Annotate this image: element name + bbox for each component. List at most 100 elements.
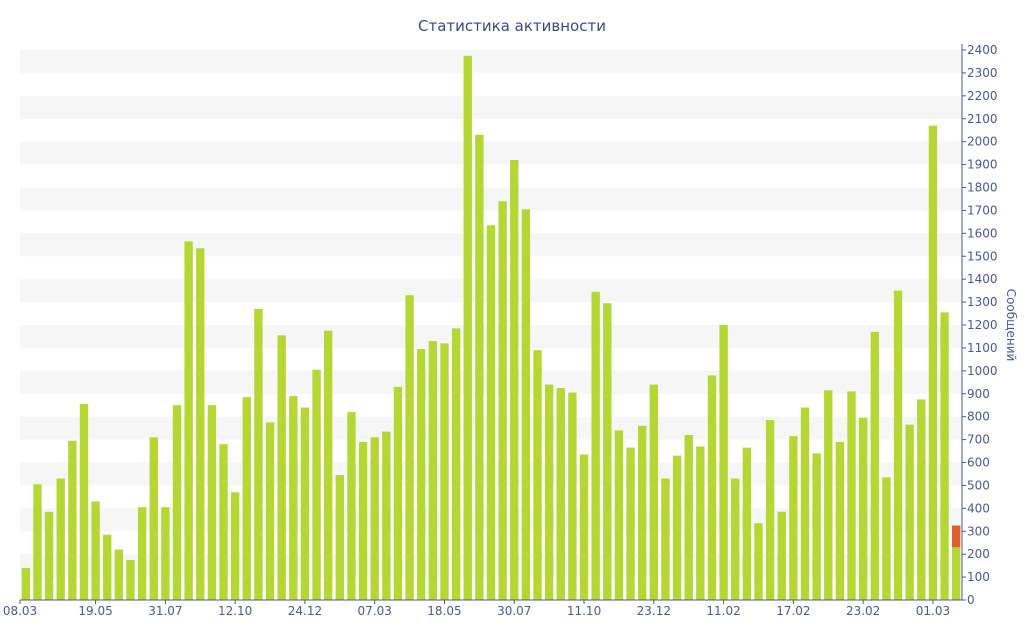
x-tick-label: 07.03 <box>358 604 392 618</box>
bar <box>754 523 763 600</box>
x-tick-label: 11.02 <box>706 604 740 618</box>
x-tick-label: 23.02 <box>846 604 880 618</box>
bar <box>358 441 368 600</box>
bar <box>417 349 426 600</box>
y-tick-label: 2200 <box>967 89 998 103</box>
bar <box>684 435 693 600</box>
bar <box>789 436 798 600</box>
bar <box>858 417 868 600</box>
bar <box>207 405 217 600</box>
y-tick-label: 1000 <box>967 364 998 378</box>
bar <box>242 397 251 600</box>
y-tick-label: 2100 <box>967 112 998 126</box>
bar <box>79 404 89 600</box>
y-tick-label: 2000 <box>967 135 998 149</box>
bar <box>196 248 205 600</box>
bar <box>172 405 182 600</box>
bar <box>707 375 717 600</box>
y-tick-label: 1600 <box>967 226 998 240</box>
x-tick-label: 11.10 <box>567 604 601 618</box>
bar <box>835 441 845 600</box>
bar <box>114 549 124 600</box>
y-tick-label: 1800 <box>967 181 998 195</box>
x-axis: 08.03 19.05 31.07 12.10 24.12 07.03 18.05 30.07… <box>3 599 962 618</box>
bar <box>777 511 786 600</box>
y-axis-label: Сообщений <box>1004 289 1018 362</box>
x-tick-label: 19.05 <box>78 604 112 618</box>
bar <box>696 446 705 600</box>
bar <box>21 567 31 600</box>
bar <box>33 484 42 600</box>
bar <box>719 325 728 600</box>
x-tick-label: 12.10 <box>218 604 252 618</box>
bar <box>544 384 554 600</box>
bar <box>254 308 263 600</box>
bar <box>451 328 461 600</box>
bars <box>21 55 961 601</box>
y-tick-label: 500 <box>967 478 990 492</box>
chart-title: Статистика активности <box>418 17 606 35</box>
bar <box>289 396 298 600</box>
y-tick-label: 700 <box>967 433 990 447</box>
y-tick-label: 0 <box>967 593 975 607</box>
bar <box>370 437 379 600</box>
bar <box>812 453 821 600</box>
bar <box>428 341 438 600</box>
bar <box>928 125 938 600</box>
y-tick-label: 1200 <box>967 318 998 332</box>
y-tick-label: 2300 <box>967 66 998 80</box>
x-tick-label: 18.05 <box>427 604 461 618</box>
grid-band <box>20 95 962 119</box>
y-tick-label: 900 <box>967 387 990 401</box>
bar <box>463 55 472 600</box>
y-tick-label: 400 <box>967 501 990 515</box>
bar <box>103 534 112 600</box>
y-tick-label: 1400 <box>967 272 998 286</box>
bar <box>161 507 170 600</box>
bar <box>312 369 321 600</box>
bar <box>591 291 600 600</box>
bar <box>323 330 333 600</box>
bar <box>347 412 356 600</box>
bar <box>56 478 65 600</box>
bar <box>940 312 949 600</box>
bar <box>265 422 275 600</box>
bar <box>277 335 286 600</box>
bar <box>137 507 147 600</box>
bar <box>382 431 391 600</box>
bar <box>603 303 612 600</box>
bar <box>568 392 577 600</box>
bar <box>184 241 193 600</box>
bar <box>847 391 856 600</box>
bar <box>824 390 833 600</box>
bar <box>917 399 926 600</box>
bar <box>556 388 565 600</box>
bar <box>765 420 775 600</box>
y-tick-label: 2400 <box>967 43 998 57</box>
bar <box>126 559 135 600</box>
bar <box>742 447 752 600</box>
x-tick-label: 01.03 <box>916 604 950 618</box>
bar <box>800 407 810 600</box>
y-tick-label: 800 <box>967 410 990 424</box>
bar <box>649 384 659 600</box>
x-tick-label: 24.12 <box>288 604 322 618</box>
bar <box>219 444 228 600</box>
bar <box>626 447 635 600</box>
x-tick-label: 30.07 <box>497 604 531 618</box>
bar <box>614 430 624 600</box>
y-tick-label: 1700 <box>967 203 998 217</box>
y-tick-label: 1900 <box>967 158 998 172</box>
bar <box>91 501 100 600</box>
y-tick-label: 300 <box>967 524 990 538</box>
x-tick-label: 08.03 <box>3 604 37 618</box>
bar <box>335 475 345 600</box>
bar <box>870 331 879 600</box>
bar-current <box>951 547 961 600</box>
x-tick-label: 17.02 <box>776 604 810 618</box>
grid-band <box>20 141 962 165</box>
bar <box>672 455 682 600</box>
bar <box>882 477 891 600</box>
